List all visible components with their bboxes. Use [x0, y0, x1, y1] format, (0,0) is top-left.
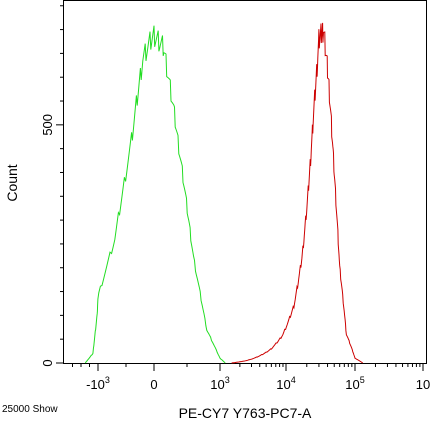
x-axis-title: PE-CY7 Y763-PC7-A [179, 405, 312, 421]
x-tick-label: 10 [416, 377, 430, 392]
series-layer [84, 22, 363, 364]
x-tick-label: 105 [345, 375, 364, 392]
plot-area [63, 0, 427, 364]
x-tick-label: -103 [86, 375, 110, 392]
plot-frame [63, 0, 427, 364]
y-tick-label: 0 [40, 359, 55, 366]
y-tick-label: 500 [40, 114, 55, 136]
histogram-series-2 [231, 22, 363, 364]
x-tick-label: 0 [150, 377, 157, 392]
event-count-label: 25000 Show [2, 404, 58, 415]
x-tick-label: 104 [276, 375, 295, 392]
histogram-series-1 [84, 25, 226, 364]
y-axis: 0 500 [40, 5, 64, 367]
x-axis: -103 0 103 104 105 10 [72, 363, 430, 392]
x-tick-label: 103 [210, 375, 229, 392]
y-axis-title: Count [4, 164, 20, 201]
